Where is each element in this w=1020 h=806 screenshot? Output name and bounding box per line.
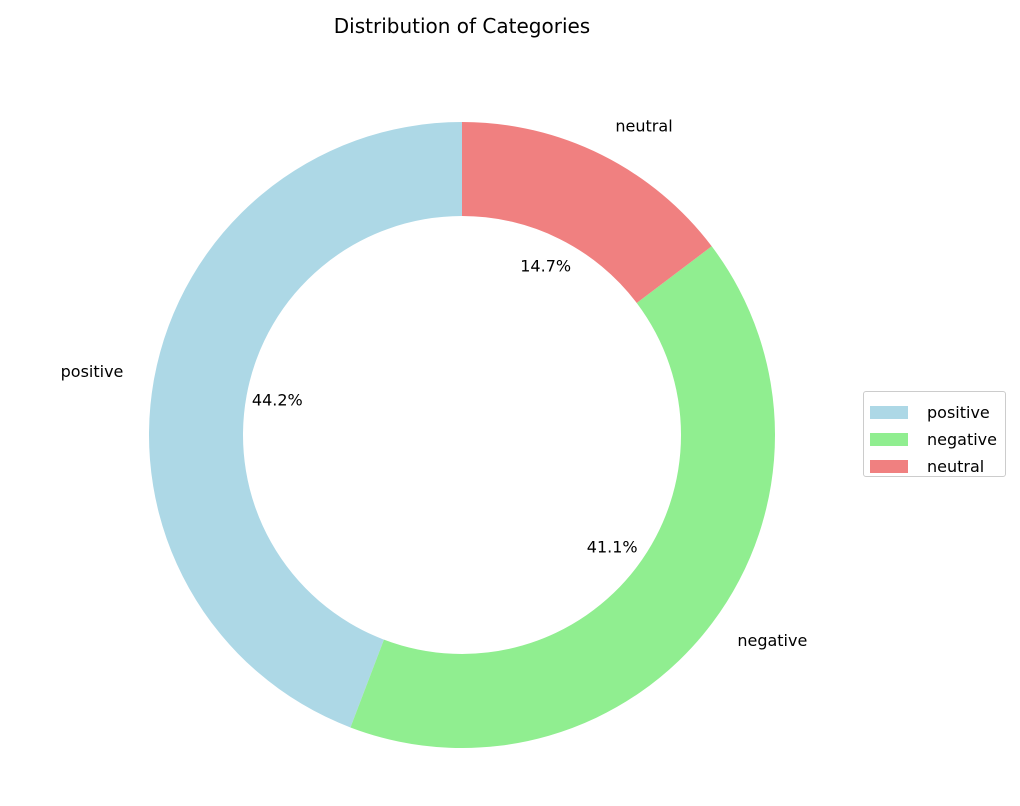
slice-negative	[350, 246, 775, 748]
category-label-neutral: neutral	[615, 116, 672, 135]
percent-label-positive: 44.2%	[252, 390, 303, 409]
legend-label-negative: negative	[927, 430, 997, 449]
legend: positive negative neutral	[863, 391, 1006, 477]
slices-group	[149, 122, 775, 748]
percent-label-neutral: 14.7%	[520, 256, 571, 275]
legend-label-positive: positive	[927, 403, 990, 422]
legend-item-neutral: neutral	[870, 453, 1005, 480]
slice-positive	[149, 122, 462, 728]
slice-neutral	[462, 122, 712, 303]
category-labels-group: positive negative neutral	[61, 116, 808, 650]
legend-swatch-positive	[870, 406, 908, 419]
chart-title: Distribution of Categories	[333, 14, 591, 38]
legend-item-negative: negative	[870, 426, 1005, 453]
category-label-negative: negative	[737, 631, 807, 650]
percent-labels-group: 44.2% 41.1% 14.7%	[252, 256, 638, 556]
legend-swatch-negative	[870, 433, 908, 446]
legend-item-positive: positive	[870, 399, 1005, 426]
percent-label-negative: 41.1%	[587, 537, 638, 556]
legend-label-neutral: neutral	[927, 457, 985, 476]
legend-swatch-neutral	[870, 460, 908, 473]
category-label-positive: positive	[61, 362, 124, 381]
